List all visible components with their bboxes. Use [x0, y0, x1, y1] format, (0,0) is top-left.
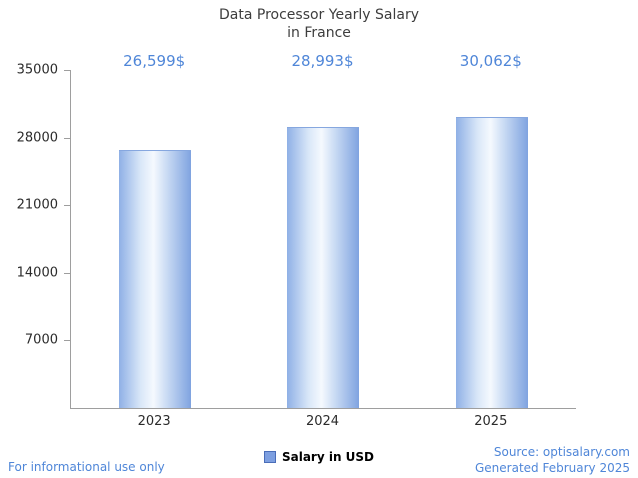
legend: Salary in USD: [0, 450, 638, 464]
bar-2024: [287, 127, 360, 408]
legend-swatch-icon: [263, 451, 276, 463]
footer-source: Source: optisalary.com Generated Februar…: [475, 444, 630, 476]
x-axis-labels: 2023 2024 2025: [70, 414, 575, 429]
bar-2023: [119, 150, 192, 408]
bars-row: [71, 70, 576, 408]
y-axis-tick-mark: [64, 272, 70, 274]
chart-title-line2: in France: [287, 25, 351, 41]
legend-label: Salary in USD: [281, 450, 375, 464]
chart-title: Data Processor Yearly Salary in France: [0, 6, 638, 42]
bar-value-label: 26,599$: [123, 52, 186, 70]
y-axis-tick-mark: [64, 340, 70, 342]
y-axis: 7000 14000 21000 28000 35000: [0, 63, 70, 408]
plot-area: [70, 70, 576, 409]
bar-slot: [239, 70, 407, 408]
bar-value-label: 30,062$: [459, 52, 522, 70]
bar-slot: [71, 70, 239, 408]
x-axis-label: 2023: [137, 414, 171, 429]
bar-2025: [455, 116, 528, 408]
y-axis-label: 35000: [16, 62, 58, 78]
y-axis-label: 28000: [16, 130, 58, 146]
footer-generated-line: Generated February 2025: [474, 461, 630, 475]
bar-value-labels: 26,599$ 28,993$ 30,062$: [70, 52, 575, 70]
footer-disclaimer: For informational use only: [8, 460, 165, 474]
bar-slot: [408, 70, 576, 408]
chart-title-line1: Data Processor Yearly Salary: [219, 7, 419, 23]
y-axis-tick-mark: [64, 70, 70, 71]
y-axis-label: 14000: [16, 265, 58, 281]
bar-value-label: 28,993$: [291, 52, 354, 70]
y-axis-label: 21000: [16, 197, 58, 213]
y-axis-label: 7000: [24, 332, 58, 348]
x-axis-label: 2025: [474, 414, 508, 429]
y-axis-tick-mark: [64, 137, 70, 139]
x-axis-label: 2024: [305, 414, 340, 429]
footer-source-line: Source: optisalary.com: [493, 445, 630, 459]
y-axis-tick-mark: [64, 205, 70, 207]
